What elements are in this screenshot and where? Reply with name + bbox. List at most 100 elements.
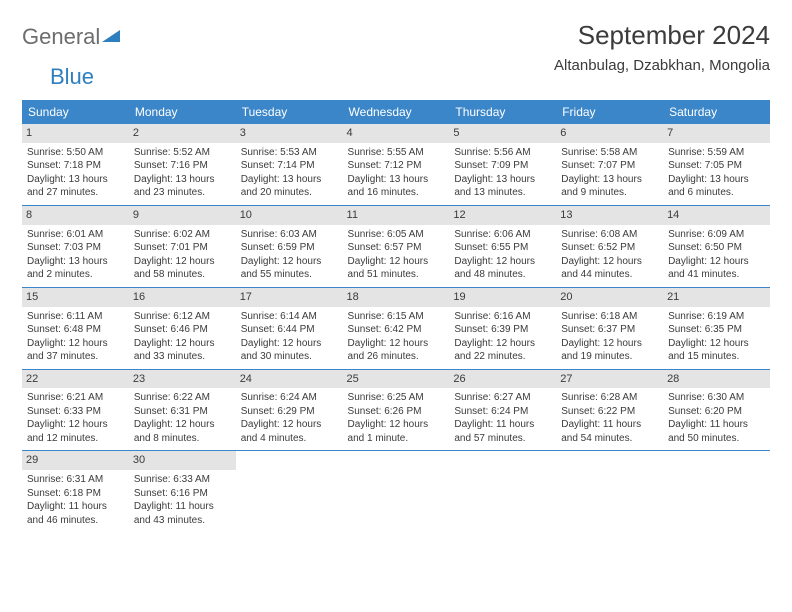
calendar-cell: 25Sunrise: 6:25 AMSunset: 6:26 PMDayligh… — [343, 369, 450, 451]
calendar-row: 22 Sunrise: 6:21 AMSunset: 6:33 PM Dayligh… — [22, 369, 770, 451]
sunset-text: Sunset: 6:26 PM — [348, 405, 445, 419]
calendar-cell: 6Sunrise: 5:58 AMSunset: 7:07 PMDaylight… — [556, 124, 663, 205]
calendar-cell — [236, 451, 343, 532]
calendar-cell: 15Sunrise: 6:11 AMSunset: 6:48 PMDayligh… — [22, 287, 129, 369]
calendar-cell: 18Sunrise: 6:15 AMSunset: 6:42 PMDayligh… — [343, 287, 450, 369]
day-number: 9 — [129, 206, 236, 225]
daylight-text: Daylight: 12 hours and 26 minutes. — [348, 337, 445, 364]
daylight-text: Daylight: 12 hours and 4 minutes. — [241, 418, 338, 445]
day-number: 17 — [236, 288, 343, 307]
calendar-cell: 27Sunrise: 6:28 AMSunset: 6:22 PMDayligh… — [556, 369, 663, 451]
calendar-row: 1Sunrise: 5:50 AMSunset: 7:18 PMDaylight… — [22, 124, 770, 205]
sunrise-text: Sunrise: 6:24 AM — [241, 391, 338, 405]
sunset-text: Sunset: 7:12 PM — [348, 159, 445, 173]
sunset-text: Sunset: 6:29 PM — [241, 405, 338, 419]
sunset-text: Sunset: 6:50 PM — [668, 241, 765, 255]
sunset-text: Sunset: 6:46 PM — [134, 323, 231, 337]
sunset-text: Sunset: 7:01 PM — [134, 241, 231, 255]
weekday-friday: Friday — [556, 100, 663, 124]
daylight-text: Daylight: 13 hours and 23 minutes. — [134, 173, 231, 200]
day-number: 30 — [129, 451, 236, 470]
daylight-text: Daylight: 11 hours and 57 minutes. — [454, 418, 551, 445]
sunrise-text: Sunrise: 6:16 AM — [454, 310, 551, 324]
sunrise-text: Sunrise: 5:59 AM — [668, 146, 765, 160]
calendar-cell: 29Sunrise: 6:31 AMSunset: 6:18 PMDayligh… — [22, 451, 129, 532]
daylight-text: Daylight: 12 hours and 15 minutes. — [668, 337, 765, 364]
calendar-cell: 20Sunrise: 6:18 AMSunset: 6:37 PMDayligh… — [556, 287, 663, 369]
logo: General — [22, 24, 120, 50]
sunrise-text: Sunrise: 6:09 AM — [668, 228, 765, 242]
sunset-text: Sunset: 7:05 PM — [668, 159, 765, 173]
logo-text-general: General — [22, 24, 100, 50]
sunrise-text: Sunrise: 6:31 AM — [27, 473, 124, 487]
calendar-cell: 12Sunrise: 6:06 AMSunset: 6:55 PMDayligh… — [449, 205, 556, 287]
calendar-cell: 2Sunrise: 5:52 AMSunset: 7:16 PMDaylight… — [129, 124, 236, 205]
daylight-text: Daylight: 12 hours and 48 minutes. — [454, 255, 551, 282]
weekday-monday: Monday — [129, 100, 236, 124]
daylight-text: Daylight: 12 hours and 41 minutes. — [668, 255, 765, 282]
calendar-cell: 4Sunrise: 5:55 AMSunset: 7:12 PMDaylight… — [343, 124, 450, 205]
sunset-text: Sunset: 7:09 PM — [454, 159, 551, 173]
daylight-text: Daylight: 13 hours and 20 minutes. — [241, 173, 338, 200]
day-number: 3 — [236, 124, 343, 143]
sunset-text: Sunset: 7:07 PM — [561, 159, 658, 173]
day-number: 22 — [22, 370, 129, 389]
day-number: 2 — [129, 124, 236, 143]
day-number: 14 — [663, 206, 770, 225]
calendar-cell: 22Sunrise: 6:21 AMSunset: 6:33 PMDayligh… — [22, 369, 129, 451]
daylight-text: Daylight: 13 hours and 16 minutes. — [348, 173, 445, 200]
daylight-text: Daylight: 13 hours and 9 minutes. — [561, 173, 658, 200]
daylight-text: Daylight: 11 hours and 54 minutes. — [561, 418, 658, 445]
day-number: 28 — [663, 370, 770, 389]
sunrise-text: Sunrise: 6:02 AM — [134, 228, 231, 242]
sunrise-text: Sunrise: 6:15 AM — [348, 310, 445, 324]
daylight-text: Daylight: 12 hours and 51 minutes. — [348, 255, 445, 282]
sunrise-text: Sunrise: 5:58 AM — [561, 146, 658, 160]
daylight-text: Daylight: 11 hours and 50 minutes. — [668, 418, 765, 445]
daylight-text: Daylight: 13 hours and 27 minutes. — [27, 173, 124, 200]
sunrise-text: Sunrise: 6:05 AM — [348, 228, 445, 242]
sunrise-text: Sunrise: 5:53 AM — [241, 146, 338, 160]
daylight-text: Daylight: 12 hours and 30 minutes. — [241, 337, 338, 364]
calendar-cell: 24 Sunrise: 6:24 AMSunset: 6:29 PMDayligh… — [236, 369, 343, 451]
sunset-text: Sunset: 6:44 PM — [241, 323, 338, 337]
sunset-text: Sunset: 6:16 PM — [134, 487, 231, 501]
calendar-row: 15Sunrise: 6:11 AMSunset: 6:48 PMDayligh… — [22, 287, 770, 369]
sunset-text: Sunset: 6:33 PM — [27, 405, 124, 419]
sunrise-text: Sunrise: 6:21 AM — [27, 391, 124, 405]
sunrise-text: Sunrise: 5:50 AM — [27, 146, 124, 160]
calendar-cell: 23Sunrise: 6:22 AMSunset: 6:31 PMDayligh… — [129, 369, 236, 451]
day-number: 11 — [343, 206, 450, 225]
sunset-text: Sunset: 6:20 PM — [668, 405, 765, 419]
daylight-text: Daylight: 12 hours and 37 minutes. — [27, 337, 124, 364]
calendar-cell: 10Sunrise: 6:03 AMSunset: 6:59 PMDayligh… — [236, 205, 343, 287]
calendar-cell: 3Sunrise: 5:53 AMSunset: 7:14 PMDaylight… — [236, 124, 343, 205]
sunset-text: Sunset: 6:59 PM — [241, 241, 338, 255]
sunrise-text: Sunrise: 6:28 AM — [561, 391, 658, 405]
weekday-saturday: Saturday — [663, 100, 770, 124]
day-number: 24 — [236, 370, 343, 389]
page-title: September 2024 — [554, 20, 770, 51]
day-number: 23 — [129, 370, 236, 389]
sunset-text: Sunset: 6:52 PM — [561, 241, 658, 255]
calendar-cell — [343, 451, 450, 532]
day-number: 21 — [663, 288, 770, 307]
sunset-text: Sunset: 7:16 PM — [134, 159, 231, 173]
day-number: 29 — [22, 451, 129, 470]
day-number: 16 — [129, 288, 236, 307]
day-number: 27 — [556, 370, 663, 389]
calendar-cell: 13Sunrise: 6:08 AMSunset: 6:52 PMDayligh… — [556, 205, 663, 287]
sunset-text: Sunset: 6:57 PM — [348, 241, 445, 255]
sunset-text: Sunset: 6:37 PM — [561, 323, 658, 337]
sunset-text: Sunset: 7:18 PM — [27, 159, 124, 173]
sunrise-text: Sunrise: 6:12 AM — [134, 310, 231, 324]
day-number: 25 — [343, 370, 450, 389]
day-number: 26 — [449, 370, 556, 389]
weekday-wednesday: Wednesday — [343, 100, 450, 124]
logo-text-blue: Blue — [50, 64, 94, 90]
sunrise-text: Sunrise: 6:27 AM — [454, 391, 551, 405]
calendar-cell: 28Sunrise: 6:30 AMSunset: 6:20 PMDayligh… — [663, 369, 770, 451]
day-number: 10 — [236, 206, 343, 225]
day-number: 7 — [663, 124, 770, 143]
calendar-cell: 14 Sunrise: 6:09 AMSunset: 6:50 PMDayligh… — [663, 205, 770, 287]
